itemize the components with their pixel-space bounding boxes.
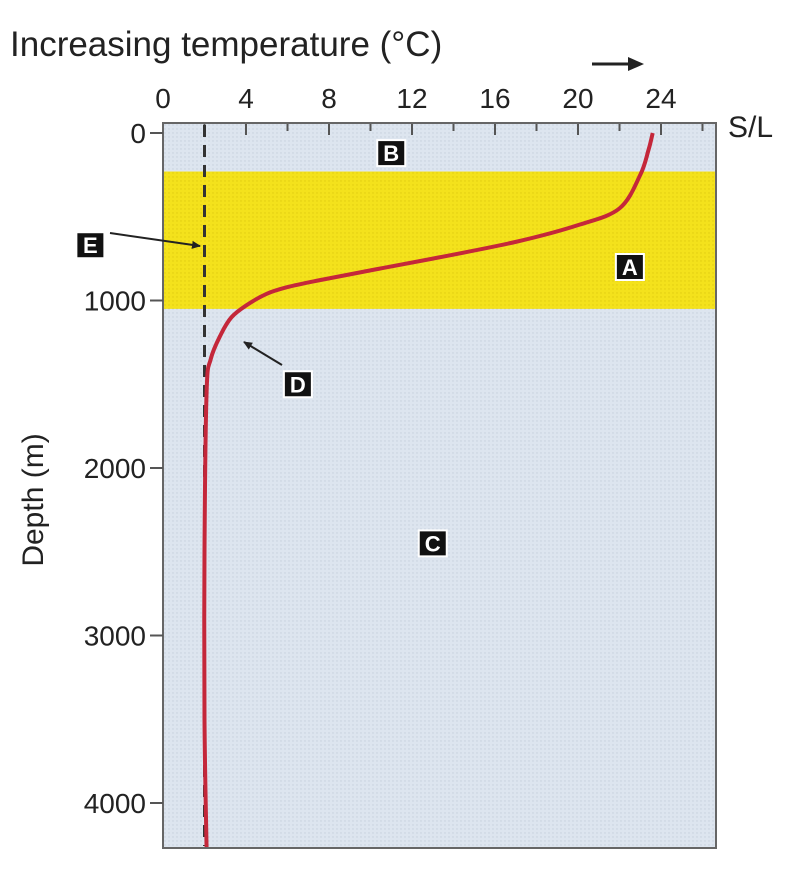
annotation-badge-b: B [376,139,407,168]
y-tick-label: 4000 [84,788,146,819]
annotation-label: E [83,233,98,258]
x-tick-label: 8 [321,83,337,114]
x-tick-label: 16 [479,83,510,114]
x-tick-label: 24 [645,83,676,114]
annotation-label: D [290,372,306,397]
y-tick-label: 3000 [84,621,146,652]
arrow-e-icon [109,232,201,249]
annotation-label: C [425,531,441,556]
annotation-badge-c: C [417,529,448,558]
y-tick-labels: 0 1000 2000 3000 4000 [84,118,163,819]
annotation-badge-e: E [75,231,106,260]
annotation-badge-d: D [282,370,313,399]
chart-title: Increasing temperature (°C) [10,25,442,64]
y-tick-label: 0 [130,118,146,149]
x-tick-label: 20 [562,83,593,114]
plot-frame [162,122,717,849]
x-tick-label: 0 [155,83,171,114]
x-tick-label: 12 [396,83,427,114]
title-arrow-icon [592,57,644,71]
annotation-label: A [622,255,638,280]
x-tick-labels: 0 4 8 12 16 20 24 [155,83,676,114]
annotation-badge-a: A [614,253,645,281]
arrow-d-icon [243,341,283,366]
surface-label: S/L [728,111,773,144]
thermocline-band [164,171,715,309]
y-axis-label: Depth (m) [17,433,50,566]
x-tick-marks [162,123,704,135]
y-tick-label: 1000 [84,286,146,317]
annotation-label: B [383,141,399,166]
y-tick-label: 2000 [84,453,146,484]
x-tick-label: 4 [238,83,254,114]
annotation-badges: A B C D E [75,139,645,558]
temperature-profile-line [202,132,655,849]
